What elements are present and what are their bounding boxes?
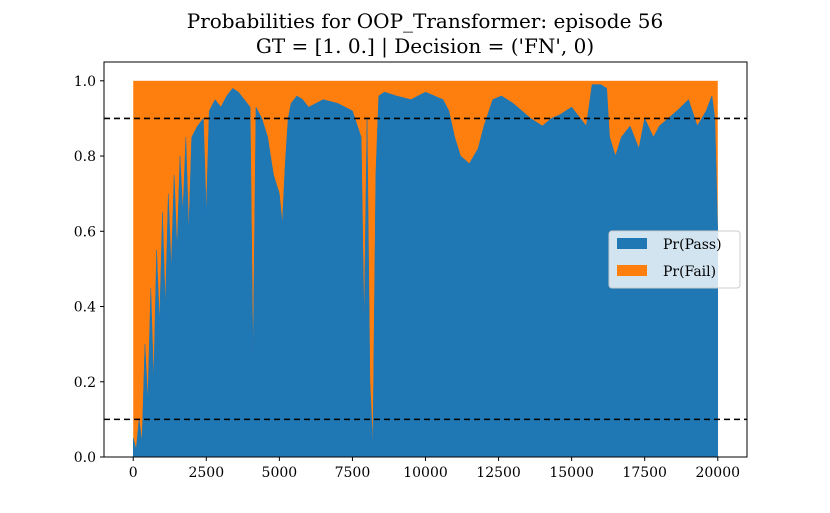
y-tick-label: 0.4 <box>74 300 96 316</box>
x-tick-label: 0 <box>129 465 138 481</box>
chart-subtitle: GT = [1. 0.] | Decision = ('FN', 0) <box>256 34 594 59</box>
legend-swatch-fail <box>617 265 647 276</box>
x-tick-label: 5000 <box>262 465 298 481</box>
x-tick-label: 20000 <box>695 465 740 481</box>
y-tick-label: 0.6 <box>74 224 96 240</box>
chart-title: Probabilities for OOP_Transformer: episo… <box>187 9 664 33</box>
x-tick-label: 7500 <box>335 465 371 481</box>
series-area-pass <box>132 84 719 458</box>
legend-label-pass: Pr(Pass) <box>663 237 722 253</box>
y-tick-label: 0.8 <box>74 149 96 165</box>
legend-label-fail: Pr(Fail) <box>663 264 716 280</box>
x-tick-label: 2500 <box>188 465 224 481</box>
x-tick-label: 10000 <box>403 465 448 481</box>
x-tick-label: 12500 <box>476 465 521 481</box>
y-tick-label: 0.0 <box>74 450 96 466</box>
y-tick-label: 0.2 <box>74 375 96 391</box>
legend: Pr(Pass) Pr(Fail) <box>608 230 741 289</box>
x-tick-label: 17500 <box>622 465 667 481</box>
x-tick-label: 15000 <box>549 465 594 481</box>
legend-swatch-pass <box>617 238 647 249</box>
axes: 0 2500 5000 7500 10000 12500 15000 17500 20000 0.… <box>74 61 748 481</box>
y-tick-label: 1.0 <box>74 74 96 90</box>
